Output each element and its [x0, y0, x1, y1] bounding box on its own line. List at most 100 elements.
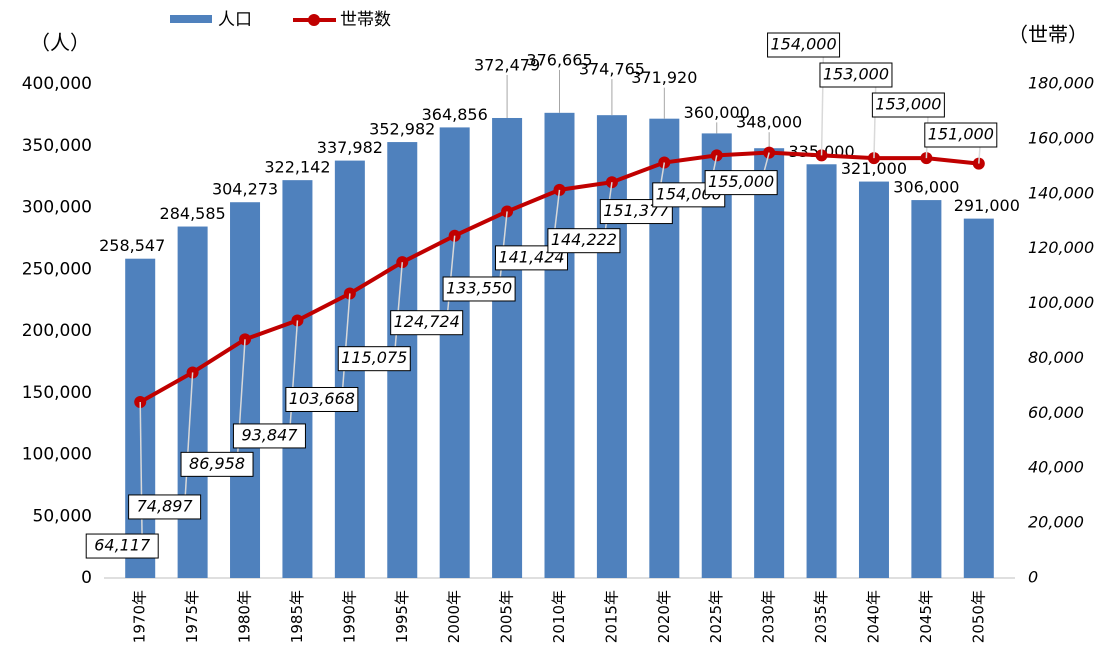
- data-label-box: 124,724: [390, 310, 464, 336]
- x-tick-label: 2045年: [917, 590, 935, 643]
- label-box: [128, 494, 202, 520]
- y-tick-label: 150,000: [22, 383, 92, 403]
- label-box: [767, 32, 841, 58]
- line-value-label: 133,550: [446, 278, 512, 297]
- y-tick-label: 100,000: [22, 445, 92, 465]
- bar: [439, 127, 470, 579]
- x-tick-label: 1970年: [131, 590, 149, 643]
- y2-axis-label: （世帯）: [1008, 23, 1088, 47]
- data-label-box: 115,075: [337, 346, 411, 372]
- bar-value-label: 304,273: [212, 180, 278, 199]
- bar-value-label: 372,479: [474, 55, 540, 74]
- bar: [911, 200, 942, 578]
- legend-marker: [308, 14, 320, 26]
- line-value-label: 144,222: [551, 230, 617, 249]
- x-tick-label: 2000年: [445, 590, 463, 643]
- bar-value-label: 291,000: [954, 196, 1020, 215]
- x-tick-label: 1980年: [236, 590, 254, 643]
- leader-line: [820, 44, 825, 156]
- x-tick-label: 2025年: [707, 590, 725, 643]
- y-tick-label: 200,000: [22, 321, 92, 341]
- y-tick-label: 50,000: [33, 506, 92, 526]
- data-label-box: 64,117: [85, 533, 159, 559]
- line-value-label: 115,075: [341, 348, 407, 367]
- label-box: [871, 92, 945, 118]
- label-box: [547, 228, 621, 254]
- bar: [701, 133, 732, 578]
- x-tick-label: 2050年: [969, 590, 987, 643]
- y-tick-label: 350,000: [22, 136, 92, 156]
- x-tick-label: 2005年: [498, 590, 516, 643]
- label-box: [390, 310, 464, 336]
- data-label-box: 154,000: [767, 32, 841, 58]
- bar-value-label: 337,982: [317, 138, 383, 157]
- x-tick-label: 1975年: [183, 590, 201, 643]
- line-marker: [501, 205, 514, 218]
- line-value-label: 154,000: [770, 35, 836, 54]
- bar-value-label: 374,765: [579, 60, 645, 79]
- data-label-box: 144,222: [547, 228, 621, 254]
- line-value-label: 153,000: [823, 65, 889, 84]
- label-box: [85, 533, 159, 559]
- bar: [230, 202, 261, 578]
- y2-tick-label: 180,000: [1028, 74, 1094, 93]
- bar: [177, 226, 208, 578]
- y2-tick-label: 140,000: [1028, 183, 1094, 202]
- y-tick-label: 400,000: [22, 74, 92, 94]
- leader-line: [288, 320, 299, 436]
- bar-value-label: 306,000: [893, 178, 959, 197]
- label-box: [442, 276, 516, 302]
- line-value-label: 74,897: [137, 496, 194, 515]
- leader-line: [183, 372, 194, 507]
- bar: [544, 112, 575, 578]
- x-tick-label: 2035年: [812, 590, 830, 643]
- data-label-box: 74,897: [128, 494, 202, 520]
- label-box: [819, 62, 893, 88]
- bar-value-label: 322,142: [264, 158, 330, 177]
- label-box: [232, 423, 306, 449]
- y2-tick-label: 160,000: [1028, 128, 1094, 147]
- bar-value-label: 376,665: [526, 50, 592, 69]
- x-tick-label: 2030年: [760, 590, 778, 643]
- bar: [492, 117, 523, 578]
- x-tick-label: 1995年: [393, 590, 411, 643]
- data-label-box: 153,000: [819, 62, 893, 88]
- y2-tick-label: 60,000: [1028, 403, 1084, 422]
- line-value-label: 86,958: [189, 454, 245, 473]
- bar-value-label: 348,000: [736, 113, 802, 132]
- x-tick-label: 1985年: [288, 590, 306, 643]
- x-tick-label: 2040年: [864, 590, 882, 643]
- data-label-box: 103,668: [285, 386, 359, 412]
- bar-value-label: 352,982: [369, 120, 435, 139]
- bar-value-label: 321,000: [841, 159, 907, 178]
- label-box: [704, 170, 778, 196]
- bar: [754, 148, 785, 578]
- bar: [963, 218, 994, 579]
- y2-tick-label: 20,000: [1028, 513, 1084, 532]
- legend-label: 人口: [218, 10, 252, 30]
- label-box: [924, 122, 998, 148]
- bar-value-label: 364,856: [422, 105, 488, 124]
- bar: [282, 180, 313, 578]
- data-label-box: 133,550: [442, 276, 516, 302]
- line-value-label: 124,724: [394, 312, 460, 331]
- label-box: [285, 386, 359, 412]
- bar-value-label: 284,585: [160, 204, 226, 223]
- x-tick-label: 2020年: [655, 590, 673, 643]
- line-value-label: 103,668: [289, 389, 355, 408]
- data-label-box: 86,958: [180, 451, 254, 477]
- legend-label: 世帯数: [340, 10, 391, 30]
- x-tick-label: 2015年: [602, 590, 620, 643]
- y-axis-label: （人）: [30, 31, 90, 55]
- legend-swatch: [170, 15, 212, 23]
- data-label-box: 93,847: [232, 423, 306, 449]
- y2-tick-label: 120,000: [1028, 238, 1094, 257]
- data-label-box: 153,000: [871, 92, 945, 118]
- bar: [858, 181, 889, 578]
- data-label-box: 151,000: [924, 122, 998, 148]
- y-tick-label: 0: [81, 568, 92, 588]
- x-tick-label: 2010年: [550, 590, 568, 643]
- x-tick-label: 1990年: [340, 590, 358, 643]
- line-value-label: 155,000: [708, 172, 774, 191]
- bar-value-label: 371,920: [631, 68, 697, 87]
